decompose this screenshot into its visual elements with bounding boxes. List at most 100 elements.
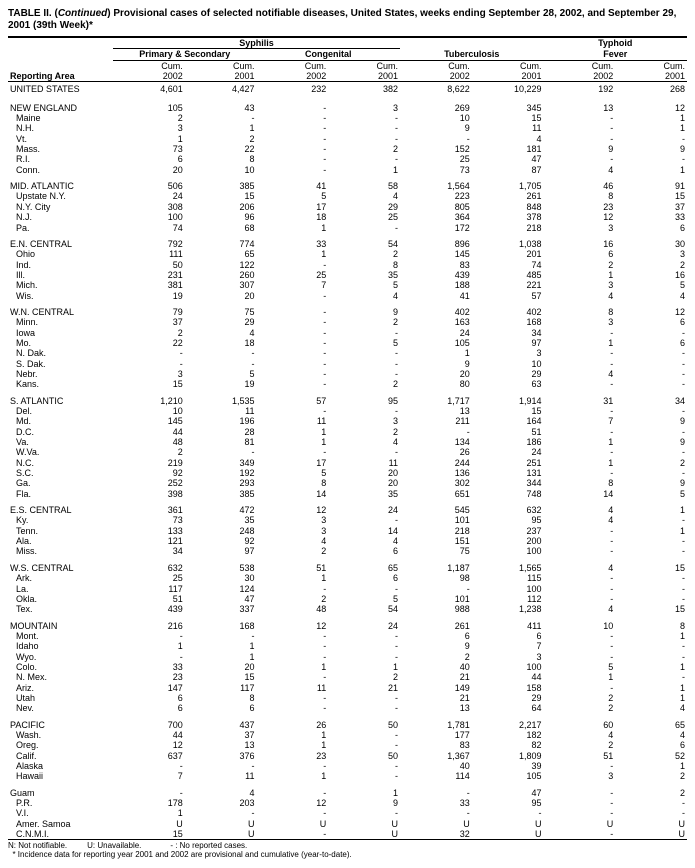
value-cell: 96 (185, 212, 257, 222)
value-cell: - (185, 761, 257, 771)
area-cell: Idaho (8, 641, 113, 651)
value-cell: 1,038 (472, 233, 544, 249)
table-row: Del.1011--1315-- (8, 406, 687, 416)
value-cell: 8 (544, 191, 616, 201)
table-row: Oreg.12131-838226 (8, 740, 687, 750)
value-cell: 402 (472, 301, 544, 317)
value-cell: U (544, 819, 616, 829)
value-cell: 47 (185, 594, 257, 604)
area-cell: UNITED STATES (8, 82, 113, 97)
value-cell: - (257, 379, 329, 389)
value-cell: - (544, 683, 616, 693)
area-cell: C.N.M.I. (8, 829, 113, 840)
value-cell: 136 (400, 468, 472, 478)
value-cell: 24 (328, 615, 400, 631)
table-row: Alaska----4039-1 (8, 761, 687, 771)
value-cell: 92 (185, 536, 257, 546)
footnote-incidence: * Incidence data for reporting year 2001… (12, 850, 351, 859)
value-cell: 11 (257, 416, 329, 426)
value-cell: - (544, 631, 616, 641)
value-cell: 1,535 (185, 390, 257, 406)
value-cell: 538 (185, 557, 257, 573)
value-cell: 16 (615, 270, 687, 280)
hdr-typhoid: Typhoid (544, 37, 688, 49)
value-cell: 2 (113, 328, 185, 338)
value-cell: 2 (400, 652, 472, 662)
value-cell: 1 (615, 113, 687, 123)
value-cell: 4 (544, 730, 616, 740)
value-cell: 1 (257, 249, 329, 259)
value-cell: 376 (185, 751, 257, 761)
value-cell: - (615, 134, 687, 144)
value-cell: 700 (113, 714, 185, 730)
value-cell: 6 (615, 338, 687, 348)
value-cell: 218 (400, 526, 472, 536)
value-cell: 21 (400, 693, 472, 703)
value-cell: 41 (257, 175, 329, 191)
value-cell: 98 (400, 573, 472, 583)
value-cell: - (113, 652, 185, 662)
value-cell: 33 (400, 798, 472, 808)
area-cell: Ind. (8, 260, 113, 270)
value-cell: 65 (615, 714, 687, 730)
value-cell: 74 (113, 223, 185, 233)
table-row: UNITED STATES4,6014,4272323828,62210,229… (8, 82, 687, 97)
value-cell: 75 (185, 301, 257, 317)
value-cell: 57 (257, 390, 329, 406)
value-cell: 74 (472, 260, 544, 270)
value-cell: 22 (185, 144, 257, 154)
value-cell: 5 (328, 594, 400, 604)
value-cell: - (328, 641, 400, 651)
value-cell: 268 (615, 82, 687, 97)
value-cell: 25 (328, 212, 400, 222)
value-cell: 1 (328, 662, 400, 672)
area-cell: Calif. (8, 751, 113, 761)
value-cell: 14 (328, 526, 400, 536)
value-cell: 385 (185, 175, 257, 191)
value-cell: 20 (185, 662, 257, 672)
area-cell: N. Mex. (8, 672, 113, 682)
value-cell: 1 (615, 761, 687, 771)
value-cell: - (615, 379, 687, 389)
area-cell: Okla. (8, 594, 113, 604)
value-cell: 4 (328, 291, 400, 301)
value-cell: 4 (185, 782, 257, 798)
value-cell: 2 (544, 740, 616, 750)
value-cell: - (257, 359, 329, 369)
value-cell: 151 (400, 536, 472, 546)
table-row: S. Dak.----910-- (8, 359, 687, 369)
value-cell: 308 (113, 202, 185, 212)
value-cell: - (544, 536, 616, 546)
value-cell: 385 (185, 489, 257, 499)
value-cell: 12 (257, 615, 329, 631)
area-cell: Wyo. (8, 652, 113, 662)
value-cell: 37 (615, 202, 687, 212)
value-cell: - (472, 808, 544, 818)
value-cell: 82 (472, 740, 544, 750)
value-cell: 5 (615, 280, 687, 290)
value-cell: 14 (257, 489, 329, 499)
value-cell: 6 (113, 154, 185, 164)
value-cell: 9 (615, 437, 687, 447)
table-title: TABLE II. (Continued) Provisional cases … (8, 8, 687, 32)
table-row: MID. ATLANTIC50638541581,5641,7054691 (8, 175, 687, 191)
value-cell: 15 (472, 406, 544, 416)
value-cell: - (615, 427, 687, 437)
value-cell: - (185, 113, 257, 123)
value-cell: 4 (615, 291, 687, 301)
area-cell: W.N. CENTRAL (8, 301, 113, 317)
value-cell: - (544, 406, 616, 416)
value-cell: 637 (113, 751, 185, 761)
value-cell: 92 (113, 468, 185, 478)
value-cell: 12 (544, 212, 616, 222)
value-cell: 1 (544, 437, 616, 447)
area-cell: Ga. (8, 478, 113, 488)
table-row: Vt.12---4-- (8, 134, 687, 144)
value-cell: - (544, 379, 616, 389)
value-cell: 111 (113, 249, 185, 259)
value-cell: 80 (400, 379, 472, 389)
value-cell: 192 (185, 468, 257, 478)
value-cell: 33 (257, 233, 329, 249)
value-cell: 1 (113, 641, 185, 651)
area-cell: V.I. (8, 808, 113, 818)
